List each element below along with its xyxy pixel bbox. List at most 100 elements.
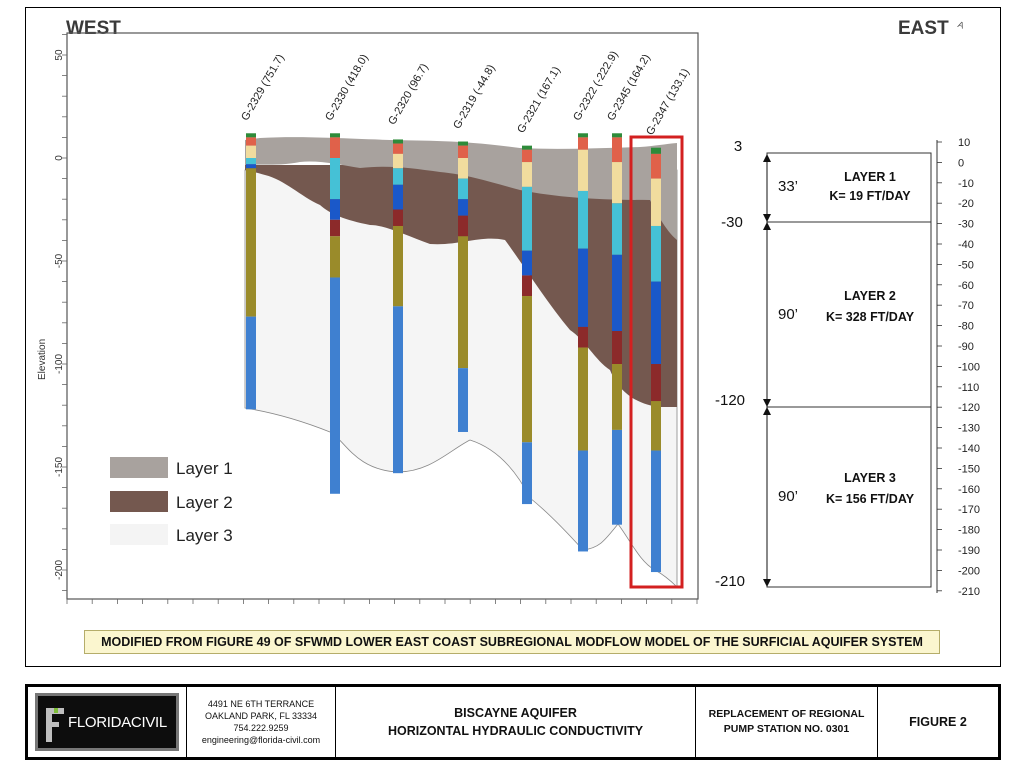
- company-logo: FLORIDACIVIL: [35, 693, 179, 751]
- project-line: REPLACEMENT OF REGIONAL: [708, 708, 865, 720]
- borehole-segment: [578, 137, 588, 150]
- right-scale-tick-label: -100: [958, 361, 980, 373]
- borehole-segment: [330, 133, 340, 138]
- title-block: FLORIDACIVIL 4491 NE 6TH TERRANCE OAKLAN…: [25, 684, 1001, 760]
- borehole-segment: [458, 199, 468, 216]
- borehole-segment: [522, 296, 532, 443]
- layer-2-k: K= 328 FT/DAY: [826, 310, 915, 324]
- borehole-segment: [393, 143, 403, 154]
- borehole-label: G-2347 (133.1): [644, 67, 692, 138]
- project-cell: REPLACEMENT OF REGIONAL PUMP STATION NO.…: [696, 687, 878, 757]
- layer-3-thickness: 90’: [778, 488, 798, 505]
- legend-label-layer-1: Layer 1: [176, 459, 233, 478]
- right-scale-tick-label: -80: [958, 321, 974, 333]
- borehole-segment: [578, 450, 588, 552]
- borehole-segment: [612, 162, 622, 204]
- right-scale-tick-label: -40: [958, 239, 974, 251]
- borehole-segment: [246, 158, 256, 165]
- address-cell: 4491 NE 6TH TERRANCE OAKLAND PARK, FL 33…: [187, 687, 336, 757]
- figure-number: FIGURE 2: [909, 715, 967, 729]
- right-scale-tick-label: -160: [958, 484, 980, 496]
- logo-text-civil: CIVIL: [130, 714, 167, 731]
- layer-table-frame: [766, 152, 932, 588]
- borehole-segment: [522, 250, 532, 276]
- borehole-segment: [612, 203, 622, 255]
- right-scale-tick-label: -140: [958, 443, 980, 455]
- figure-frame: [25, 7, 1001, 667]
- borehole-segment: [458, 178, 468, 200]
- borehole-segment: [458, 236, 468, 369]
- elevation-axis-label: Elevation: [37, 339, 48, 380]
- right-scale-tick-label: -50: [958, 259, 974, 271]
- legend-swatch-layer-1: [110, 457, 168, 478]
- borehole-segment: [458, 141, 468, 146]
- legend-swatch-layer-3: [110, 524, 168, 545]
- borehole-label: G-2320 (96.7): [386, 62, 431, 127]
- borehole-segment: [578, 326, 588, 348]
- logo-text-florida: FLORIDA: [68, 714, 131, 731]
- north-mark: A: [956, 19, 965, 30]
- logo-cell: FLORIDACIVIL: [28, 687, 187, 757]
- borehole-segment: [330, 199, 340, 220]
- legend: Layer 1 Layer 2 Layer 3: [110, 457, 233, 545]
- borehole-segment: [246, 316, 256, 410]
- right-scale-tick-label: 10: [958, 137, 970, 149]
- borehole-segment: [522, 145, 532, 150]
- borehole-segment: [612, 331, 622, 364]
- drawing-title-line: BISCAYNE AQUIFER: [454, 706, 577, 720]
- borehole-segment: [458, 158, 468, 179]
- borehole-segment: [393, 153, 403, 169]
- cross-section-figure: WEST EAST A 500-50-100-150-200 Elevation…: [37, 18, 980, 604]
- right-scale-tick-label: -120: [958, 402, 980, 414]
- right-scale-tick-label: -170: [958, 504, 980, 516]
- borehole-segment: [393, 306, 403, 474]
- borehole-label: G-2330 (418.0): [323, 52, 371, 123]
- borehole-segment: [393, 184, 403, 210]
- address-line: 4491 NE 6TH TERRANCE: [207, 699, 315, 709]
- borehole-segment: [612, 133, 622, 138]
- phone-line: 754.222.9259: [233, 723, 289, 733]
- logo-f-icon: [46, 708, 64, 742]
- layer-3-k: K= 156 FT/DAY: [826, 492, 915, 506]
- borehole-segment: [330, 137, 340, 158]
- borehole-segment: [651, 178, 661, 226]
- borehole-segment: [612, 429, 622, 525]
- right-scale-tick-label: -70: [958, 300, 974, 312]
- figure-caption: MODIFIED FROM FIGURE 49 OF SFWMD LOWER E…: [84, 630, 940, 654]
- borehole-segment: [246, 164, 256, 169]
- right-scale-tick-label: -200: [958, 565, 980, 577]
- elevation-layer3-bottom-label: -210: [715, 573, 745, 590]
- borehole-segment: [522, 162, 532, 187]
- drawing-title-cell: BISCAYNE AQUIFER HORIZONTAL HYDRAULIC CO…: [336, 687, 696, 757]
- borehole-segment: [458, 145, 468, 158]
- borehole-segment: [458, 215, 468, 237]
- borehole-segment: [393, 225, 403, 307]
- right-scale-tick-label: -190: [958, 545, 980, 557]
- address-line: OAKLAND PARK, FL 33334: [204, 711, 318, 721]
- borehole-segment: [522, 149, 532, 163]
- borehole-segment: [393, 168, 403, 185]
- borehole-segment: [651, 450, 661, 573]
- borehole-segment: [330, 219, 340, 237]
- layer-1-name: LAYER 1: [844, 170, 896, 184]
- borehole-segment: [651, 401, 661, 451]
- layer-1-region: [245, 137, 677, 240]
- project-line: PUMP STATION NO. 0301: [723, 723, 850, 735]
- borehole-label: G-2329 (751.7): [239, 52, 287, 123]
- borehole-segment: [578, 248, 588, 327]
- right-scale-tick-label: -110: [958, 382, 979, 394]
- right-scale-tick-label: 0: [958, 157, 964, 169]
- drawing-title-line: HORIZONTAL HYDRAULIC CONDUCTIVITY: [387, 724, 644, 738]
- right-scale-tick-label: -20: [958, 198, 974, 210]
- left-axis-tick-label: -100: [54, 354, 65, 374]
- borehole-segment: [651, 147, 661, 154]
- borehole-segment: [578, 133, 588, 138]
- borehole-segment: [651, 281, 661, 364]
- borehole-segment: [330, 158, 340, 200]
- right-scale-tick-label: -60: [958, 280, 974, 292]
- right-scale-tick-label: -30: [958, 219, 974, 231]
- borehole-label: G-2319 (-44.8): [451, 63, 497, 131]
- west-label: WEST: [66, 18, 121, 39]
- right-scale-tick-label: -210: [958, 586, 980, 598]
- elevation-axis: 50 0 -50 -100 -150 -200: [54, 33, 68, 599]
